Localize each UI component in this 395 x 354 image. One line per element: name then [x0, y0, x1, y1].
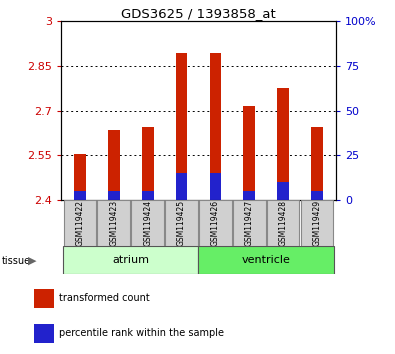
FancyBboxPatch shape	[267, 200, 299, 246]
Bar	[243, 106, 255, 200]
FancyBboxPatch shape	[165, 200, 198, 246]
Text: GSM119423: GSM119423	[109, 200, 118, 246]
Text: tissue: tissue	[2, 256, 31, 266]
Bar	[108, 130, 120, 200]
FancyBboxPatch shape	[132, 200, 164, 246]
FancyBboxPatch shape	[199, 246, 334, 274]
Bar	[277, 88, 289, 200]
Bar	[74, 154, 86, 200]
Bar	[176, 173, 188, 200]
FancyBboxPatch shape	[199, 200, 232, 246]
Bar	[277, 182, 289, 200]
Text: GSM119428: GSM119428	[279, 200, 288, 246]
Text: ventricle: ventricle	[242, 255, 291, 265]
FancyBboxPatch shape	[301, 200, 333, 246]
Text: GSM119427: GSM119427	[245, 200, 254, 246]
Title: GDS3625 / 1393858_at: GDS3625 / 1393858_at	[121, 7, 276, 20]
Bar	[142, 191, 154, 200]
FancyBboxPatch shape	[63, 246, 199, 274]
Text: ▶: ▶	[28, 256, 36, 266]
Text: GSM119425: GSM119425	[177, 200, 186, 246]
Bar	[243, 191, 255, 200]
Text: percentile rank within the sample: percentile rank within the sample	[59, 328, 224, 338]
Bar	[176, 52, 188, 200]
FancyBboxPatch shape	[64, 200, 96, 246]
Text: GSM119429: GSM119429	[312, 200, 322, 246]
Bar	[142, 127, 154, 200]
Bar	[74, 191, 86, 200]
Bar	[108, 191, 120, 200]
Text: atrium: atrium	[112, 255, 149, 265]
FancyBboxPatch shape	[98, 200, 130, 246]
Bar	[209, 52, 221, 200]
Text: transformed count: transformed count	[59, 293, 150, 303]
Bar	[34, 324, 53, 343]
Text: GSM119422: GSM119422	[75, 200, 85, 246]
FancyBboxPatch shape	[233, 200, 265, 246]
Text: GSM119424: GSM119424	[143, 200, 152, 246]
Bar	[34, 289, 53, 308]
Bar	[311, 127, 323, 200]
Bar	[209, 173, 221, 200]
Bar	[311, 191, 323, 200]
Text: GSM119426: GSM119426	[211, 200, 220, 246]
